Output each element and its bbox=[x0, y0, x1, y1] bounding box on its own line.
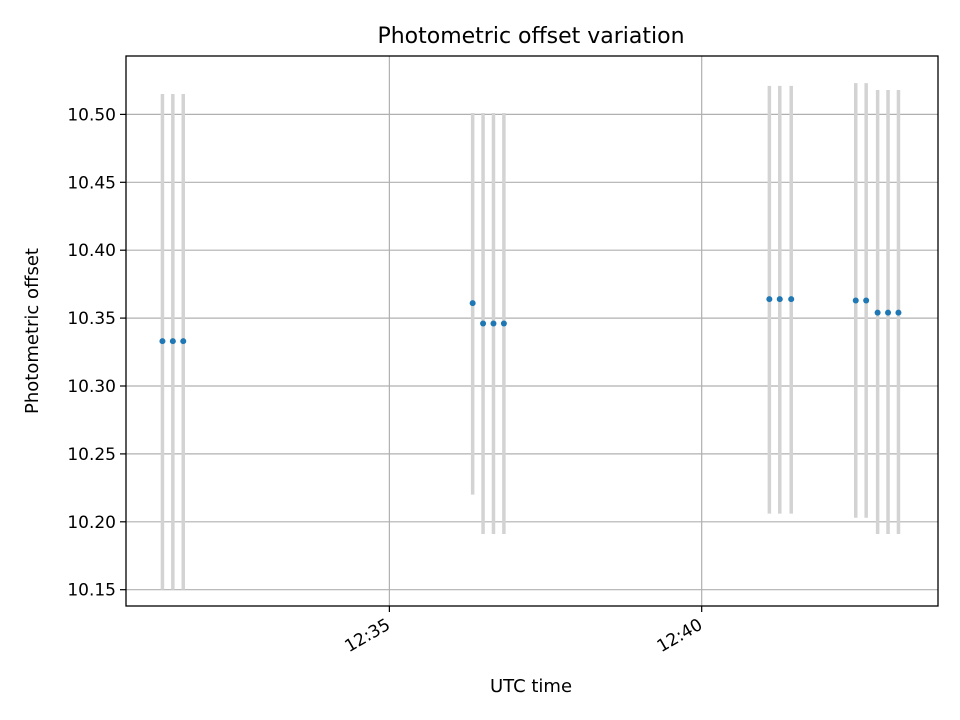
data-point bbox=[885, 309, 892, 316]
data-point bbox=[180, 338, 187, 345]
y-tick-label: 10.20 bbox=[67, 513, 116, 533]
y-axis-ticks: 10.15 10.20 10.25 10.30 10.35 10.40 10.45 10.50 bbox=[67, 105, 126, 601]
data-point bbox=[169, 338, 176, 345]
data-point bbox=[159, 338, 166, 345]
y-tick-label: 10.40 bbox=[67, 241, 116, 261]
data-point bbox=[852, 297, 859, 304]
data-point bbox=[895, 309, 902, 316]
data-points bbox=[159, 296, 902, 345]
plot-frame bbox=[125, 55, 939, 607]
y-tick-label: 10.35 bbox=[67, 309, 116, 329]
data-point bbox=[500, 320, 507, 327]
x-axis-label: UTC time bbox=[490, 676, 572, 697]
data-point bbox=[863, 297, 870, 304]
y-tick-label: 10.50 bbox=[67, 105, 116, 125]
y-tick-label: 10.30 bbox=[67, 377, 116, 397]
data-point bbox=[480, 320, 487, 327]
chart-title: Photometric offset variation bbox=[377, 24, 684, 49]
data-point bbox=[788, 296, 795, 303]
data-point bbox=[490, 320, 497, 327]
data-point bbox=[776, 296, 783, 303]
y-tick-label: 10.15 bbox=[67, 581, 116, 601]
data-point bbox=[469, 300, 476, 307]
y-tick-label: 10.45 bbox=[67, 173, 116, 193]
grid bbox=[126, 56, 938, 606]
y-tick-label: 10.25 bbox=[67, 445, 116, 465]
y-axis-label: Photometric offset bbox=[22, 248, 43, 414]
data-point bbox=[874, 309, 881, 316]
data-point bbox=[766, 296, 773, 303]
